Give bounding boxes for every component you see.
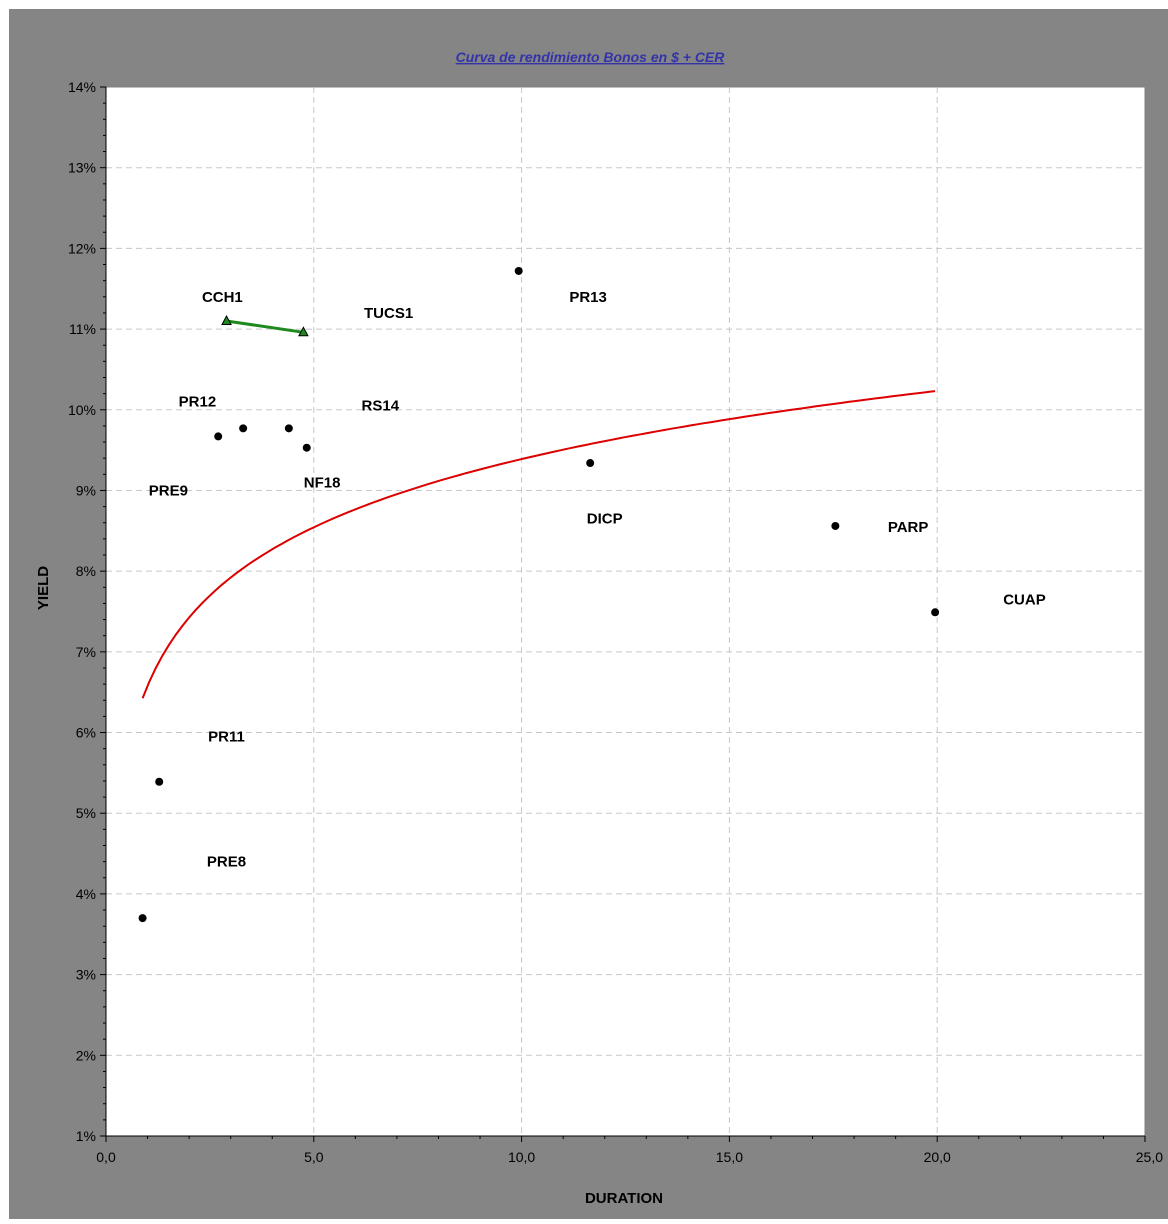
plot-area xyxy=(105,86,1146,1137)
logarithmic-trend-line xyxy=(141,390,936,699)
data-point xyxy=(239,424,248,433)
y-tick-label: 3% xyxy=(76,967,96,983)
data-point xyxy=(586,459,595,468)
segment-line-layer xyxy=(221,314,309,337)
trend-line-layer xyxy=(141,390,936,699)
y-tick-label: 14% xyxy=(68,79,96,95)
x-tick-label: 5,0 xyxy=(304,1149,324,1165)
y-tick-label: 13% xyxy=(68,160,96,176)
data-point xyxy=(302,443,311,452)
segment-line xyxy=(226,319,304,334)
x-tick-label: 10,0 xyxy=(508,1149,535,1165)
y-tick-label: 12% xyxy=(68,240,96,256)
point-labels-layer: CCH1 TUCS1 PR13 PR12 RS14 PRE9 NF18 DICP PARP CUA… xyxy=(149,289,1046,871)
x-tick-label: 0,0 xyxy=(96,1149,116,1165)
data-point xyxy=(831,521,840,530)
x-tick-label: 25,0 xyxy=(1136,1149,1163,1165)
point-label: NF18 xyxy=(304,474,341,491)
data-points-layer xyxy=(138,266,940,923)
chart-title: Curva de rendimiento Bonos en $ + CER xyxy=(456,49,726,65)
point-label: PRE8 xyxy=(207,854,246,871)
point-label: DICP xyxy=(587,511,623,528)
y-axis-label: YIELD xyxy=(35,566,52,610)
data-point xyxy=(214,432,223,441)
grid-lines xyxy=(106,87,1145,1136)
triangle-marker xyxy=(221,314,232,326)
data-point xyxy=(155,777,164,786)
x-tick-label: 15,0 xyxy=(716,1149,743,1165)
data-point xyxy=(514,266,523,275)
data-point xyxy=(931,608,940,617)
point-label: PRE9 xyxy=(149,482,188,499)
point-label: TUCS1 xyxy=(364,305,413,322)
data-point xyxy=(138,914,147,923)
point-label: RS14 xyxy=(362,398,400,415)
axes: 1% 2% 3% 4% 5% 6% 7% 8% 9% 10% 11% 12% 13% 14% 0,0 5,0 1… xyxy=(68,79,1163,1165)
y-tick-label: 5% xyxy=(76,805,96,821)
point-label: CCH1 xyxy=(202,289,243,306)
y-tick-label: 11% xyxy=(69,321,96,337)
y-tick-label: 9% xyxy=(76,482,96,498)
triangle-marker xyxy=(298,326,309,337)
y-tick-label: 8% xyxy=(76,563,96,579)
y-tick-label: 6% xyxy=(76,725,96,741)
data-point xyxy=(284,424,293,433)
point-label: PR12 xyxy=(179,394,217,411)
x-tick-label: 20,0 xyxy=(924,1149,951,1165)
point-label: CUAP xyxy=(1003,591,1046,608)
point-label: PR13 xyxy=(569,289,607,306)
y-tick-label: 7% xyxy=(76,644,96,660)
y-tick-label: 10% xyxy=(68,402,96,418)
y-tick-label: 4% xyxy=(76,886,96,902)
y-tick-label: 1% xyxy=(76,1128,96,1144)
point-label: PARP xyxy=(888,519,929,536)
x-axis-label: DURATION xyxy=(585,1190,663,1207)
point-label: PR11 xyxy=(208,729,245,746)
y-tick-label: 2% xyxy=(76,1047,96,1063)
